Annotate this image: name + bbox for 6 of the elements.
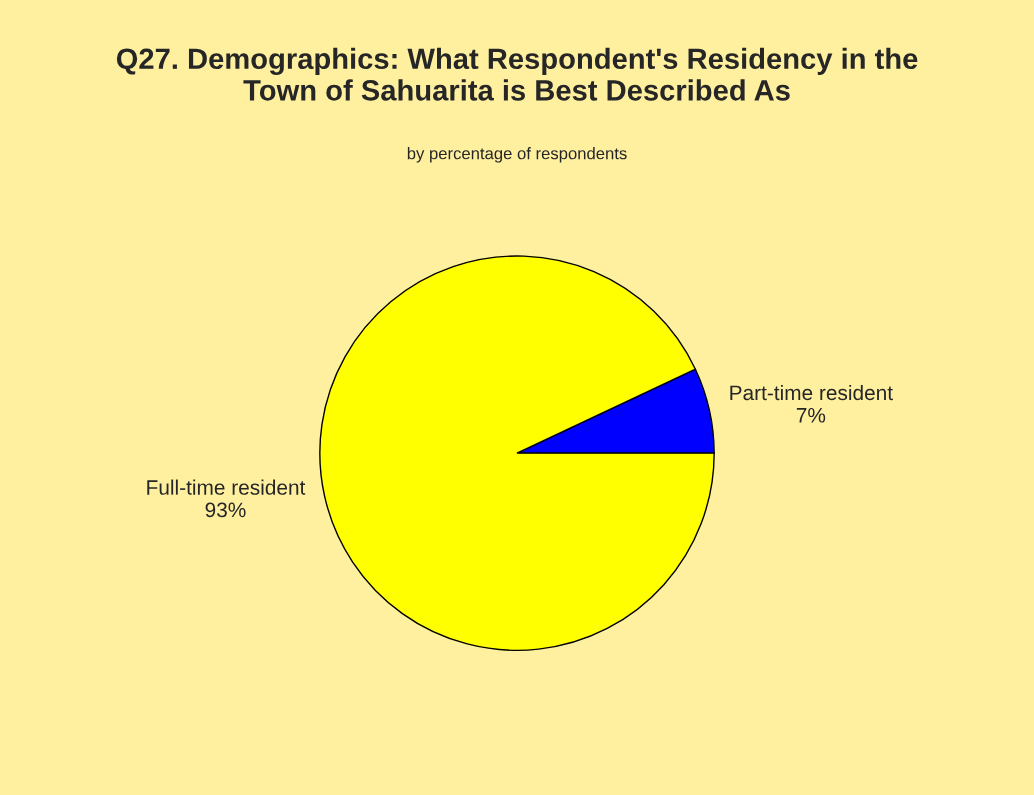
slice-label: Part-time resident (730, 384, 893, 401)
chart-title: Q27. Demographics: What Respondent's Residency in the Town of Sahuarita is Best Described As (116, 47, 918, 101)
slice-label: Full-time resident (147, 479, 306, 495)
data-label: 93% (205, 502, 246, 518)
chart-subtitle: by percentage of respondents (407, 147, 627, 163)
data-label: 7% (796, 407, 826, 423)
